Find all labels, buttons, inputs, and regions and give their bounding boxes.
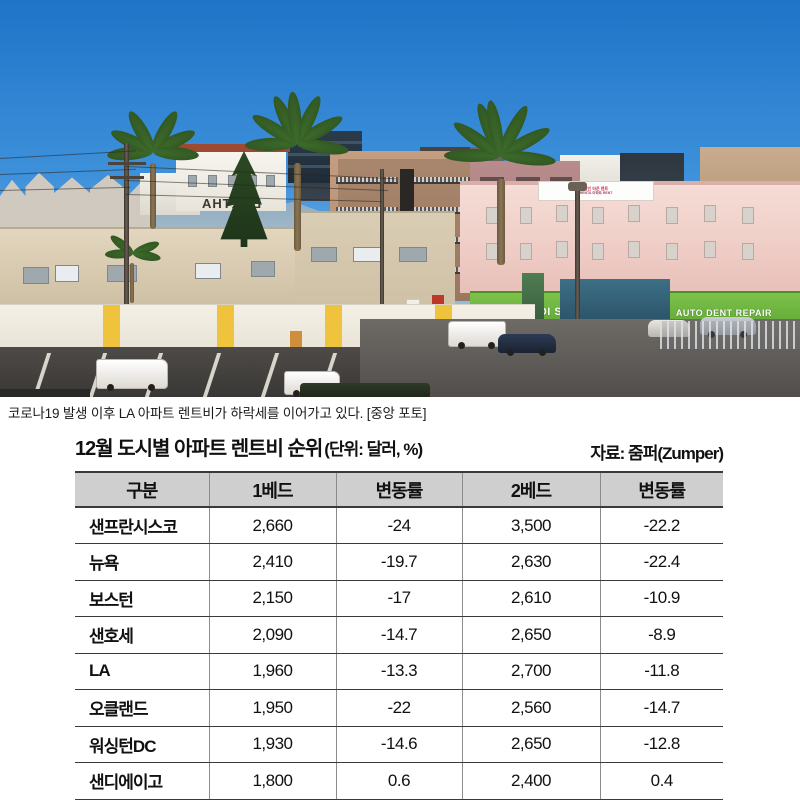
table-row: 샌디에이고 1,800 0.6 2,400 0.4	[75, 762, 723, 800]
warehouse-upper-block	[295, 211, 455, 319]
utility-pole	[124, 143, 129, 319]
table-row: 오클랜드 1,950 -22 2,560 -14.7	[75, 689, 723, 727]
cell-bed1: 1,800	[209, 762, 337, 800]
delivery-truck	[448, 321, 506, 349]
street-lamp-head	[568, 182, 587, 191]
cell-city: 오클랜드	[75, 689, 210, 727]
cell-bed2: 2,700	[462, 653, 601, 690]
palm-tree	[104, 232, 162, 303]
cell-city: 보스턴	[75, 580, 210, 617]
cell-bed2: 2,400	[462, 762, 601, 800]
cell-chg1: -14.7	[336, 616, 463, 654]
table-row: 뉴욕 2,410 -19.7 2,630 -22.4	[75, 543, 723, 581]
dark-sedan	[498, 334, 556, 356]
utility-pole	[380, 169, 384, 305]
graphic-source: 자료: 줌퍼(Zumper)	[590, 444, 724, 463]
graphic-unit: (단위: 달러, %)	[324, 440, 423, 459]
rent-ranking-table: 구분 1베드 변동률 2베드 변동률 샌프란시스코 2,660 -24 3,50…	[75, 471, 723, 800]
column-header-bed1: 1베드	[209, 472, 337, 508]
cell-chg2: -22.4	[600, 543, 723, 581]
table-row: LA 1,960 -13.3 2,700 -11.8	[75, 653, 723, 690]
table-row: 보스턴 2,150 -17 2,610 -10.9	[75, 580, 723, 617]
column-header-city: 구분	[75, 472, 210, 508]
palm-tree	[244, 91, 350, 251]
cell-bed1: 1,960	[209, 653, 337, 690]
table-row: 워싱턴DC 1,930 -14.6 2,650 -12.8	[75, 726, 723, 763]
photo-caption: 코로나19 발생 이후 LA 아파트 렌트비가 하락세를 이어가고 있다. [중…	[0, 397, 800, 427]
cell-city: LA	[75, 653, 210, 690]
column-header-chg1: 변동률	[336, 472, 463, 508]
column-header-bed2: 2베드	[462, 472, 601, 508]
cell-chg2: 0.4	[600, 762, 723, 800]
rent-sign-line2: RENTA 아파트 RENT	[579, 191, 613, 196]
cell-bed1: 1,930	[209, 726, 337, 763]
chainlink-fence	[660, 321, 800, 349]
graphic-header: 12월 도시별 아파트 렌트비 순위 (단위: 달러, %) 자료: 줌퍼(Zu…	[75, 432, 724, 466]
cell-chg1: -24	[336, 507, 463, 544]
cell-chg2: -14.7	[600, 689, 723, 727]
table-row: 샌호세 2,090 -14.7 2,650 -8.9	[75, 616, 723, 654]
cell-bed2: 2,560	[462, 689, 601, 727]
cell-bed1: 2,660	[209, 507, 337, 544]
table-header-row: 구분 1베드 변동률 2베드 변동률	[75, 472, 723, 508]
cell-chg1: -17	[336, 580, 463, 617]
cell-bed1: 2,150	[209, 580, 337, 617]
cell-city: 샌호세	[75, 616, 210, 654]
cell-city: 워싱턴DC	[75, 726, 210, 763]
table-row: 샌프란시스코 2,660 -24 3,500 -22.2	[75, 507, 723, 544]
cell-bed2: 2,630	[462, 543, 601, 581]
street-lamp-pole	[575, 185, 580, 335]
table-body: 샌프란시스코 2,660 -24 3,500 -22.2 뉴욕 2,410 -1…	[75, 507, 723, 800]
cell-chg1: 0.6	[336, 762, 463, 800]
cell-chg2: -11.8	[600, 653, 723, 690]
foreground-bush	[300, 383, 430, 397]
article-photo: BERTHA	[0, 0, 800, 397]
cell-bed2: 2,650	[462, 616, 601, 654]
rent-sign-line1: 한인 타운 렌트	[583, 185, 609, 191]
cell-city: 샌프란시스코	[75, 507, 210, 544]
white-van	[96, 359, 168, 391]
cell-bed2: 2,610	[462, 580, 601, 617]
cell-city: 뉴욕	[75, 543, 210, 581]
cell-bed1: 1,950	[209, 689, 337, 727]
cell-chg1: -14.6	[336, 726, 463, 763]
cell-chg2: -8.9	[600, 616, 723, 654]
column-header-chg2: 변동률	[600, 472, 723, 508]
graphic-title: 12월 도시별 아파트 렌트비 순위	[75, 438, 323, 460]
cell-chg2: -10.9	[600, 580, 723, 617]
foreground-curb	[0, 389, 90, 397]
cell-bed1: 2,410	[209, 543, 337, 581]
cell-bed2: 2,650	[462, 726, 601, 763]
cell-bed2: 3,500	[462, 507, 601, 544]
palm-tree	[106, 108, 200, 229]
cell-chg1: -13.3	[336, 653, 463, 690]
cell-chg2: -22.2	[600, 507, 723, 544]
rent-sign-banner: 한인 타운 렌트 RENTA 아파트 RENT	[538, 181, 654, 201]
cell-chg1: -22	[336, 689, 463, 727]
palm-tree	[444, 99, 557, 265]
cell-bed1: 2,090	[209, 616, 337, 654]
auto-dent-repair-sign-text: AUTO DENT REPAIR	[675, 308, 772, 318]
cell-city: 샌디에이고	[75, 762, 210, 800]
cell-chg1: -19.7	[336, 543, 463, 581]
cell-chg2: -12.8	[600, 726, 723, 763]
